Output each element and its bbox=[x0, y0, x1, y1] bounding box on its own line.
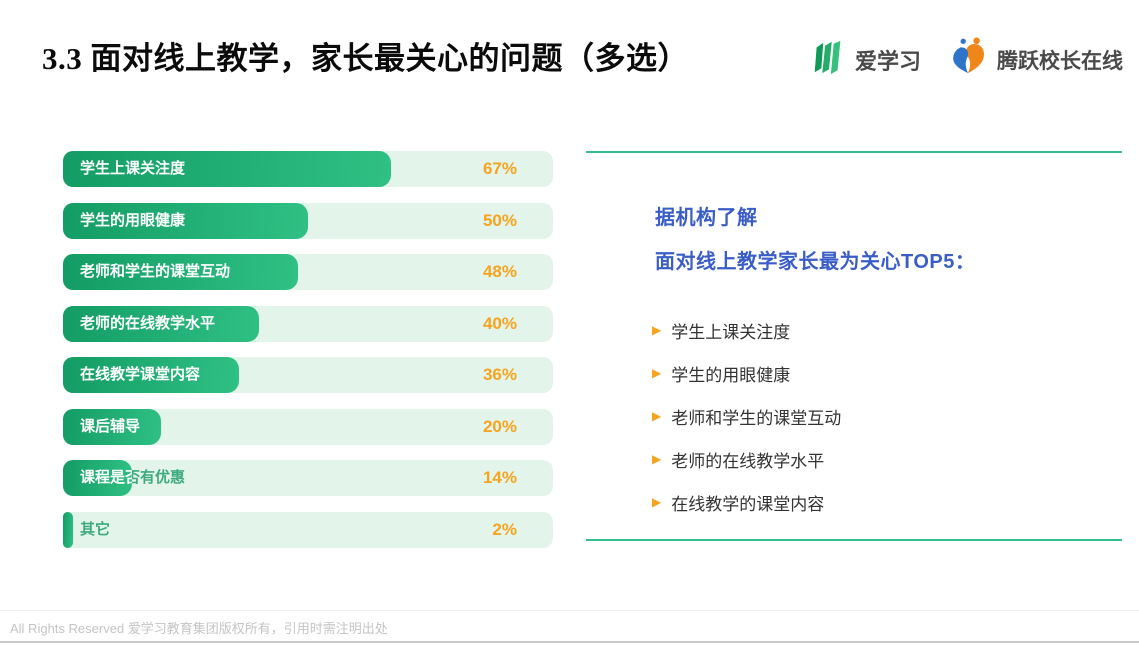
bar-row: 学生的用眼健康学生的用眼健康50% bbox=[63, 202, 553, 239]
aixuexi-logo-text: 爱学习 bbox=[854, 48, 921, 74]
triangle-bullet-icon: ▶ bbox=[652, 495, 662, 509]
bar-row: 课程是否有优惠课程是否有优惠14% bbox=[63, 460, 553, 496]
bar-fill: 老师和学生的课堂互动 bbox=[63, 254, 299, 290]
panel-heading-line2: 面对线上教学家长最为关心TOP5： bbox=[655, 251, 976, 273]
top5-item: ▶ 老师和学生的课堂互动 bbox=[652, 404, 1122, 429]
triangle-bullet-icon: ▶ bbox=[652, 366, 662, 380]
bar-value: 40% bbox=[482, 313, 517, 333]
bar-fill: 课后辅导 bbox=[63, 408, 161, 445]
top5-item: ▶ 学生的用眼健康 bbox=[652, 361, 1122, 386]
summary-panel: 据机构了解 面对线上教学家长最为关心TOP5： ▶ 学生上课关注度 ▶ 学生的用眼健康… bbox=[586, 151, 1122, 541]
bar-label: 学生的用眼健康 bbox=[80, 211, 186, 229]
bar-chart: 学生上课关注度学生上课关注度67%学生的用眼健康学生的用眼健康50%老师和学生的… bbox=[63, 151, 553, 563]
bar-row: 课后辅导课后辅导20% bbox=[63, 408, 553, 445]
panel-heading-line1: 据机构了解 bbox=[655, 207, 758, 229]
triangle-bullet-icon: ▶ bbox=[652, 409, 662, 423]
aixuexi-leaves-icon bbox=[809, 37, 847, 82]
logo-area: 爱学习 腾跃校长在线 bbox=[809, 36, 1123, 83]
tengyue-logo: 腾跃校长在线 bbox=[947, 36, 1123, 83]
bar-row: 学生上课关注度学生上课关注度67% bbox=[63, 151, 553, 187]
bar-row: 其它其它 2% bbox=[63, 511, 553, 548]
triangle-bullet-icon: ▶ bbox=[652, 452, 662, 466]
bar-value: 48% bbox=[482, 262, 517, 281]
bar-fill: 老师的在线教学水平 bbox=[63, 305, 259, 342]
bar-label: 学生上课关注度 bbox=[80, 160, 186, 177]
bar-row: 在线教学课堂内容在线教学课堂内容36% bbox=[63, 357, 553, 393]
top5-item: ▶ 学生上课关注度 bbox=[652, 318, 1122, 343]
bar-row: 老师的在线教学水平老师的在线教学水平40% bbox=[63, 305, 553, 342]
triangle-bullet-icon: ▶ bbox=[652, 323, 662, 337]
tengyue-logo-text: 腾跃校长在线 bbox=[997, 49, 1123, 73]
bar-label: 老师和学生的课堂互动 bbox=[80, 263, 231, 280]
bar-fill: 其它 bbox=[63, 511, 73, 548]
bar-value: 50% bbox=[482, 210, 517, 230]
page-title: 3.3 面对线上教学，家长最关心的问题（多选） bbox=[42, 41, 689, 76]
footer: All Rights Reserved 爱学习教育集团版权所有，引用时需注明出处 bbox=[0, 610, 1139, 640]
bar-fill: 在线教学课堂内容 bbox=[63, 357, 240, 393]
bar-fill: 学生上课关注度 bbox=[63, 151, 392, 187]
top5-item: ▶ 老师的在线教学水平 bbox=[652, 447, 1122, 472]
top5-item-label: 学生上课关注度 bbox=[671, 323, 791, 342]
copyright-text: All Rights Reserved 爱学习教育集团版权所有，引用时需注明出处 bbox=[10, 621, 388, 636]
top5-item: ▶ 在线教学的课堂内容 bbox=[652, 490, 1122, 515]
bar-label: 老师的在线教学水平 bbox=[80, 314, 216, 332]
bar-label: 课程是否有优惠 bbox=[80, 469, 132, 486]
bar-row: 老师和学生的课堂互动老师和学生的课堂互动48% bbox=[63, 254, 553, 290]
bar-value: 20% bbox=[482, 416, 517, 436]
top5-list: ▶ 学生上课关注度 ▶ 学生的用眼健康 ▶ 老师和学生的课堂互动 ▶ 老师的在线教学水平 ▶ 在线… bbox=[652, 318, 1122, 515]
bar-label-overflow: 其它 bbox=[80, 520, 111, 538]
aixuexi-logo: 爱学习 bbox=[809, 37, 921, 82]
bar-label: 在线教学课堂内容 bbox=[80, 366, 201, 383]
bottom-rule bbox=[0, 641, 1139, 643]
top5-item-label: 老师和学生的课堂互动 bbox=[671, 409, 842, 428]
bar-value: 67% bbox=[482, 159, 517, 178]
bar-value: 36% bbox=[482, 365, 517, 384]
top5-item-label: 老师的在线教学水平 bbox=[671, 452, 825, 471]
bar-label: 课后辅导 bbox=[80, 417, 141, 435]
top5-item-label: 在线教学的课堂内容 bbox=[671, 495, 825, 514]
bar-value: 14% bbox=[482, 468, 517, 487]
bar-fill: 学生的用眼健康 bbox=[63, 202, 308, 239]
bar-fill: 课程是否有优惠 bbox=[63, 460, 132, 496]
top5-item-label: 学生的用眼健康 bbox=[671, 366, 791, 385]
tengyue-swirl-icon bbox=[947, 36, 989, 83]
bar-value: 2% bbox=[492, 519, 517, 539]
